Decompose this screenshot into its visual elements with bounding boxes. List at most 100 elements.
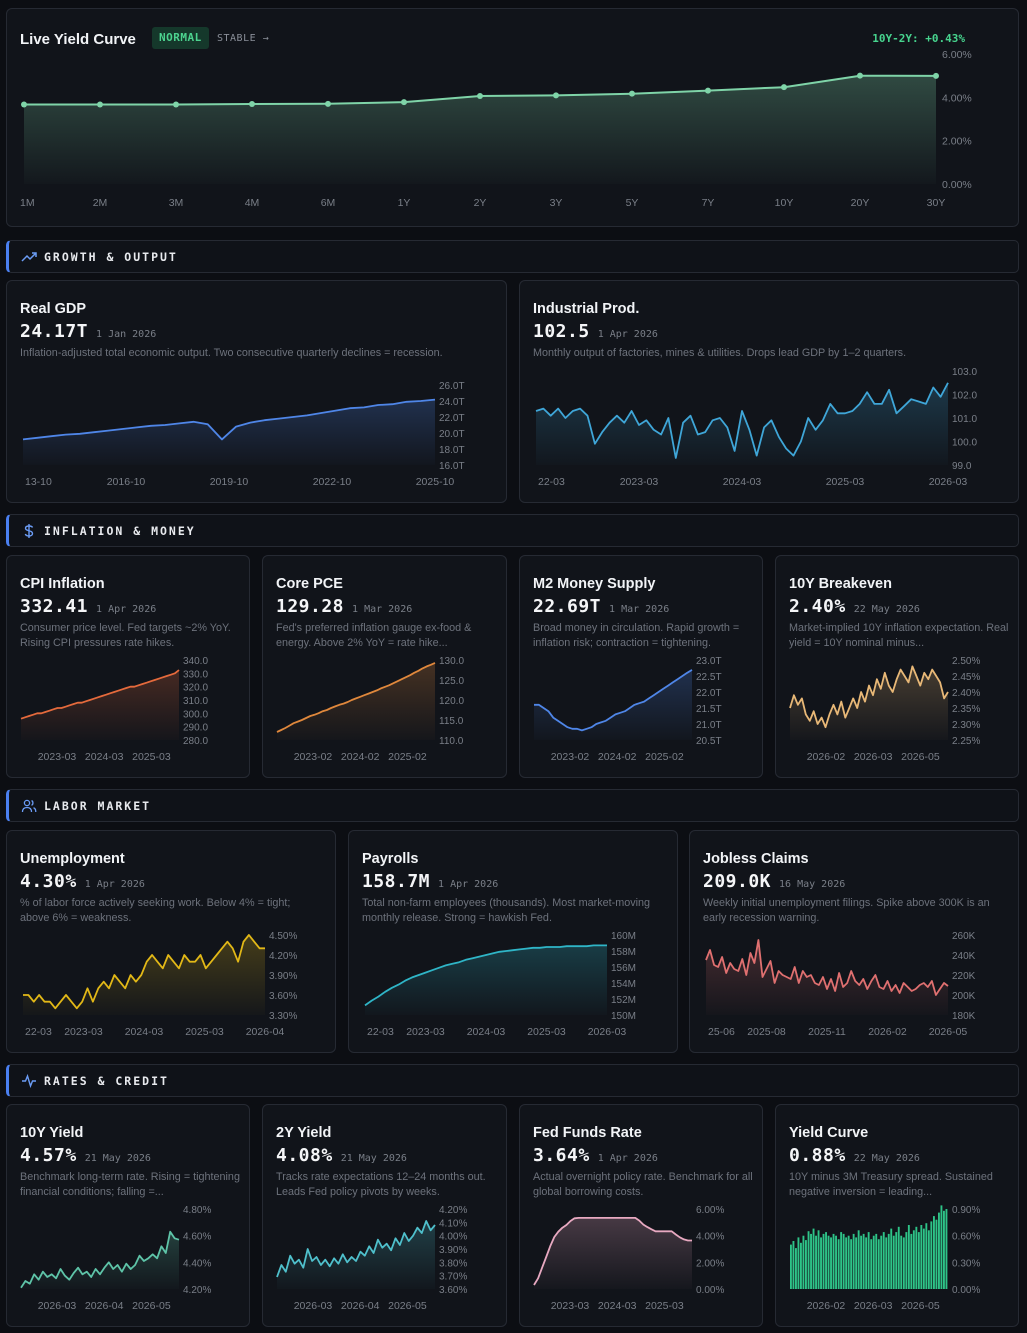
yield-curve-point [629,90,635,97]
y-tick-label: 3.80% [439,1258,467,1269]
y-tick-label: 4.80% [183,1205,211,1216]
y-tick-label: 300.0 [183,709,208,720]
y-tick-label: 22.0T [439,413,465,424]
jobless-claims-card[interactable]: Jobless Claims 209.0K 16 May 2026 Weekly in… [689,830,1019,1053]
real-gdp-card[interactable]: Real GDP 24.17T 1 Jan 2026 Inflation-adjust… [6,280,507,503]
bar [862,1233,865,1289]
card-value-row: 24.17T 1 Jan 2026 [20,321,156,342]
y-tick-label: 330.0 [183,669,208,680]
bar [935,1219,938,1289]
y-tick-label: 2.40% [952,688,980,699]
bar [940,1205,943,1289]
y-tick-label: 100.0 [952,438,977,449]
bar [860,1235,863,1289]
bar [852,1233,855,1289]
bar [807,1231,810,1289]
y-tick-label: 154M [611,979,636,990]
10y-yield-chart: 4.80% 4.60% 4.40% 4.20% 2026-03 2026-04 2026-0… [20,1205,211,1312]
y-tick-label: 3.90% [269,971,297,982]
yield-curve-area [24,75,936,184]
card-title: Real GDP [20,301,87,317]
unemployment-card[interactable]: Unemployment 4.30% 1 Apr 2026 % of labor fo… [6,830,336,1053]
x-tick-label: 2026-03 [588,1026,627,1038]
bar [847,1235,850,1289]
card-title: Payrolls [362,851,419,867]
series-line [20,669,180,720]
2y-yield-chart: 4.20% 4.10% 4.00% 3.90% 3.80% 3.70% 3.60% 2026-… [276,1205,467,1312]
core-pce-chart: 130.0 125.0 120.0 115.0 110.0 2023-02 2024-02 2… [276,656,464,763]
bar [827,1235,830,1289]
bar [812,1228,815,1289]
x-tick-label: 2026-02 [868,1026,907,1038]
yield-curve-point [249,101,255,108]
x-tick-label: 2M [93,197,108,209]
y-tick-label: 260K [952,931,976,942]
card-value: 129.28 [276,596,345,617]
bar [880,1235,883,1289]
card-value-row: 3.64% 1 Apr 2026 [533,1145,658,1166]
cpi-inflation-card[interactable]: CPI Inflation 332.41 1 Apr 2026 Consumer pr… [6,555,250,778]
10y-yield-card[interactable]: 10Y Yield 4.57% 21 May 2026 Benchmark long-… [6,1104,250,1327]
bar [795,1248,797,1289]
x-tick-label: 1M [20,197,35,209]
industrial-prod-card[interactable]: Industrial Prod. 102.5 1 Apr 2026 Monthly o… [519,280,1019,503]
y-tick-label: 110.0 [439,736,464,747]
x-tick-label: 2025-08 [747,1026,786,1038]
bar [930,1221,933,1289]
curve-trend-label: STABLE → [217,33,270,44]
card-title: Jobless Claims [703,851,809,867]
fed-funds-rate-card[interactable]: Fed Funds Rate 3.64% 1 Apr 2026 Actual over… [519,1104,763,1327]
series-line [535,382,949,459]
series-line [533,1217,692,1286]
x-tick-label: 2026-05 [132,1300,171,1312]
x-tick-label: 2024-03 [467,1026,506,1038]
core-pce-card[interactable]: Core PCE 129.28 1 Mar 2026 Fed's preferred … [262,555,507,778]
bar [890,1228,893,1289]
y-tick-label: 0.60% [952,1232,980,1243]
10y-breakeven-chart: 2.50% 2.45% 2.40% 2.35% 2.30% 2.25% 2026-02 202… [789,656,980,763]
series-area [534,669,692,740]
x-tick-label: 2025-02 [388,751,427,763]
bar [943,1210,945,1289]
bar [840,1232,843,1289]
bar [855,1237,858,1289]
series-area [23,935,265,1015]
section-rates-label: RATES & CREDIT [44,1074,169,1088]
card-value: 22.69T [533,596,602,617]
bar [837,1239,840,1289]
card-description: 10Y minus 3M Treasury spread. Sustained … [789,1171,993,1198]
series-line [534,669,693,732]
bar [917,1232,920,1289]
bar [900,1235,903,1289]
y-tick-label: 280.0 [183,736,208,747]
2y-yield-card[interactable]: 2Y Yield 4.08% 21 May 2026 Tracks rate expe… [262,1104,507,1327]
x-tick-label: 2025-02 [645,751,684,763]
series-area [365,945,607,1015]
bar [870,1239,873,1289]
bar [802,1235,805,1289]
y-tick-label: 24.0T [439,397,465,408]
bar [810,1233,812,1289]
y-tick-label: 125.0 [439,676,464,687]
card-description: Market-implied 10Y inflation expectation… [789,622,1009,649]
y-tick-label: 22.5T [696,672,722,683]
y-tick-label: 340.0 [183,656,208,667]
yield-curve-card[interactable]: Yield Curve 0.88% 22 May 2026 10Y minus 3M … [775,1104,1019,1327]
card-value: 4.08% [276,1145,333,1166]
x-tick-label: 3Y [550,197,563,209]
10y-breakeven-card[interactable]: 10Y Breakeven 2.40% 22 May 2026 Market-impl… [775,555,1019,778]
x-tick-label: 2026-04 [246,1026,285,1038]
card-date: 1 Apr 2026 [438,879,499,890]
series-line [276,662,436,733]
series-line [20,1230,180,1289]
y-tick-label: 4.20% [269,951,297,962]
bar [865,1237,868,1289]
y-tick-label: 310.0 [183,696,208,707]
card-value: 0.88% [789,1145,846,1166]
m2-money-supply-card[interactable]: M2 Money Supply 22.69T 1 Mar 2026 Broad mon… [519,555,763,778]
yield-curve-point [553,92,559,99]
x-tick-label: 2026-05 [901,1300,940,1312]
x-tick-label: 30Y [927,197,946,209]
payrolls-card[interactable]: Payrolls 158.7M 1 Apr 2026 Total non-farm e… [348,830,678,1053]
x-tick-label: 2025-03 [185,1026,224,1038]
